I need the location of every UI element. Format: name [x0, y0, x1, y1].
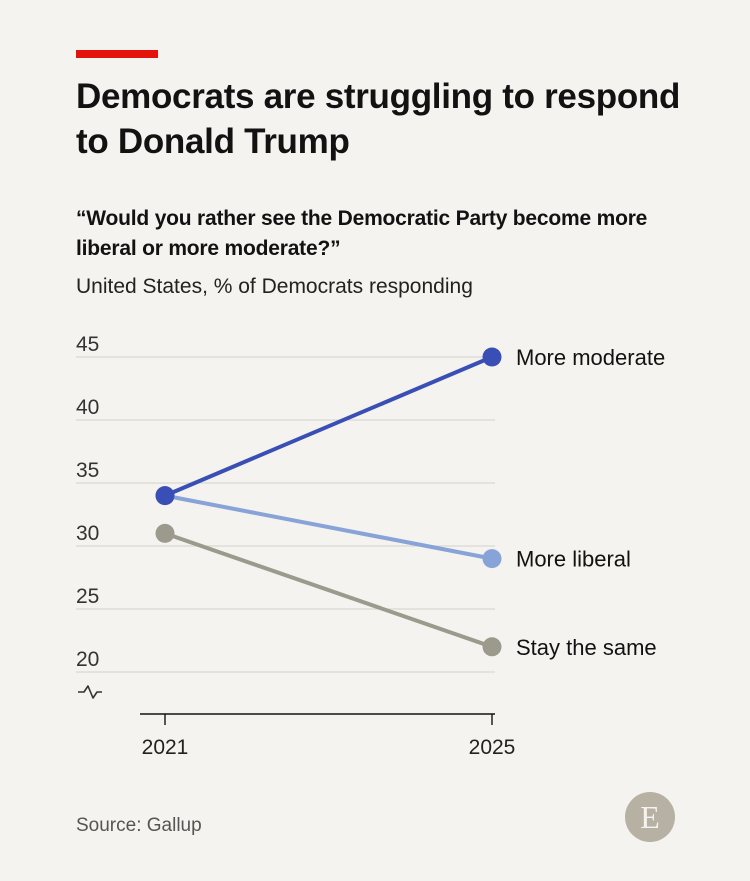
source-note: Source: Gallup: [76, 815, 202, 836]
point-stay-the-same-2025: [482, 637, 502, 657]
point-more-moderate-2025: [482, 347, 502, 367]
series-label-stay-the-same: Stay the same: [516, 635, 657, 660]
x-tick-label-2025: 2025: [469, 736, 516, 759]
y-tick-label-40: 40: [76, 396, 99, 419]
series-line-more-liberal: [163, 493, 494, 561]
x-tick-label-2021: 2021: [142, 736, 189, 759]
chart-subtitle: “Would you rather see the Democratic Par…: [76, 207, 648, 260]
y-tick-label-30: 30: [76, 522, 99, 545]
point-stay-the-same-2021: [155, 523, 175, 543]
y-tick-label-45: 45: [76, 333, 99, 356]
chart-caption: United States, % of Democrats responding: [76, 275, 473, 298]
point-more-moderate-2021: [155, 486, 175, 506]
y-tick-label-25: 25: [76, 585, 99, 608]
economist-logo: E: [625, 792, 675, 842]
series-line-more-moderate: [163, 355, 494, 498]
chart-title: Democrats are struggling to respond to D…: [76, 77, 681, 161]
y-tick-label-35: 35: [76, 459, 99, 482]
y-tick-label-20: 20: [76, 648, 99, 671]
series-line-stay-the-same: [163, 531, 494, 649]
axis-break-icon: [78, 685, 102, 699]
series-label-more-moderate: More moderate: [516, 345, 665, 370]
accent-bar: [76, 50, 158, 58]
point-more-liberal-2025: [482, 549, 502, 569]
series-label-more-liberal: More liberal: [516, 547, 631, 572]
